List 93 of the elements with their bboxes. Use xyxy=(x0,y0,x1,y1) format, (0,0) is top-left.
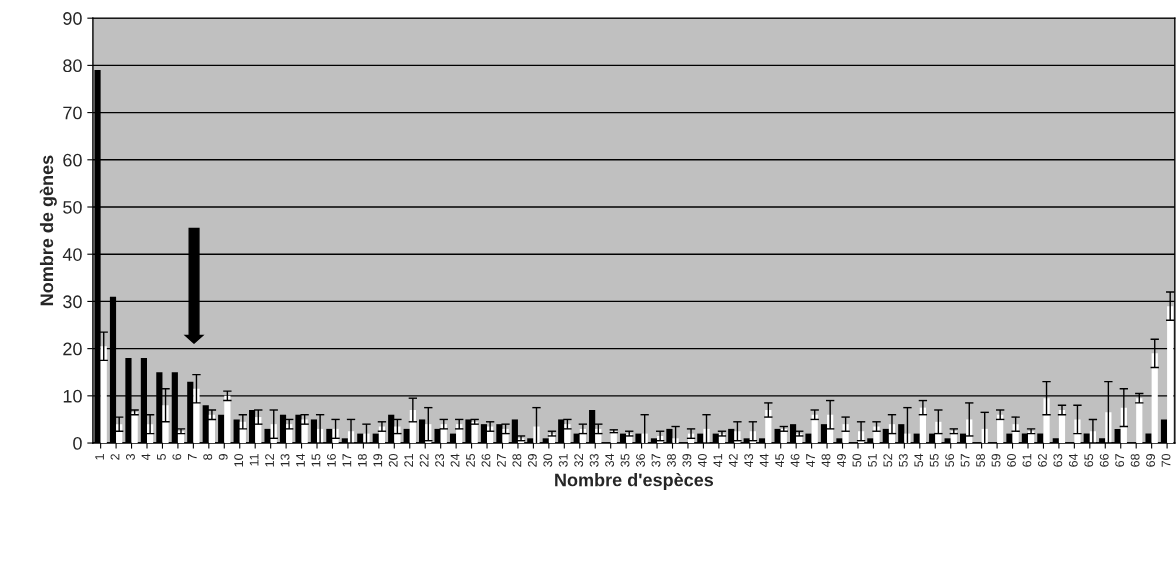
x-tick-label: 26 xyxy=(481,454,491,467)
x-tick-label: 69 xyxy=(1146,454,1155,467)
x-tick-label: 10 xyxy=(234,453,244,467)
bar xyxy=(1167,306,1174,444)
x-tick-label: 57 xyxy=(960,454,970,467)
x-tick-label: 47 xyxy=(806,454,815,468)
x-tick-label: 42 xyxy=(728,454,738,468)
bar xyxy=(162,405,169,444)
x-tick-label: 38 xyxy=(667,454,676,467)
x-tick-label: 1 xyxy=(95,454,104,460)
bar xyxy=(224,395,231,444)
x-tick-label: 65 xyxy=(1084,453,1094,467)
x-tick-label: 49 xyxy=(837,454,846,468)
x-tick-label: 7 xyxy=(188,454,197,460)
x-tick-label: 53 xyxy=(898,454,908,467)
bar xyxy=(1136,398,1143,444)
x-axis-title: Nombre d'espèces xyxy=(555,472,714,490)
x-tick-label: 41 xyxy=(713,454,723,468)
x-tick-label: 2 xyxy=(110,454,120,460)
x-tick-label: 64 xyxy=(1068,453,1078,467)
x-tick-label: 20 xyxy=(388,453,398,467)
x-tick-label: 45 xyxy=(775,453,785,468)
bar xyxy=(1058,410,1066,444)
x-tick-label: 15 xyxy=(311,453,321,467)
x-tick-label: 37 xyxy=(651,454,661,467)
x-tick-label: 22 xyxy=(419,454,429,467)
bar xyxy=(131,412,138,444)
x-tick-label: 8 xyxy=(203,454,213,460)
x-tick-label: 58 xyxy=(976,454,985,467)
x-tick-label: 9 xyxy=(218,454,228,460)
x-tick-label: 36 xyxy=(636,454,645,467)
x-tick-label: 66 xyxy=(1099,454,1109,467)
x-tick-label: 17 xyxy=(342,454,352,467)
x-tick-label: 18 xyxy=(357,454,367,467)
x-tick-label: 40 xyxy=(697,453,707,468)
x-tick-label: 11 xyxy=(249,454,259,466)
x-tick-label: 46 xyxy=(790,454,800,468)
x-tick-label: 51 xyxy=(868,454,877,467)
x-tick-label: 3 xyxy=(126,454,135,460)
x-tick-label: 29 xyxy=(527,454,537,467)
x-tick-label: 4 xyxy=(141,453,151,461)
y-tick-label: 30 xyxy=(63,295,82,309)
x-tick-label: 13 xyxy=(280,454,290,467)
x-tick-label: 52 xyxy=(883,454,893,467)
x-tick-label: 30 xyxy=(543,453,553,467)
y-tick-label: 90 xyxy=(63,12,82,25)
x-tick-label: 16 xyxy=(326,454,336,467)
x-tick-label: 48 xyxy=(821,454,831,468)
y-tick-label: 50 xyxy=(63,200,82,214)
x-tick-label: 32 xyxy=(574,454,584,467)
x-tick-label: 61 xyxy=(1022,454,1032,467)
y-tick-label: 0 xyxy=(73,436,82,450)
y-tick-label: 60 xyxy=(63,153,82,167)
x-tick-label: 19 xyxy=(373,454,383,467)
x-tick-label: 60 xyxy=(1007,453,1016,467)
bar xyxy=(811,414,818,444)
x-tick-label: 12 xyxy=(265,454,274,467)
x-tick-label: 68 xyxy=(1130,454,1140,467)
x-tick-label: 39 xyxy=(682,454,692,467)
bar xyxy=(193,388,200,444)
x-tick-label: 56 xyxy=(945,454,955,467)
x-tick-label: 31 xyxy=(558,454,568,467)
x-tick-label: 34 xyxy=(605,453,615,467)
x-tick-label: 50 xyxy=(852,453,862,467)
x-tick-label: 54 xyxy=(914,453,924,467)
y-axis-title: Nombre de gènes xyxy=(39,155,57,306)
x-tick-label: 14 xyxy=(296,453,305,467)
x-tick-label: 67 xyxy=(1115,454,1125,467)
x-tick-label: 21 xyxy=(404,454,413,467)
y-tick-label: 10 xyxy=(63,389,82,403)
x-tick-label: 63 xyxy=(1053,454,1063,467)
bar xyxy=(1043,398,1050,444)
y-tick-label: 20 xyxy=(63,342,82,356)
bar xyxy=(100,346,107,444)
x-tick-label: 33 xyxy=(589,454,599,467)
x-tick-label: 5 xyxy=(157,453,166,460)
x-tick-label: 35 xyxy=(620,453,630,467)
x-tick-label: 55 xyxy=(929,453,939,467)
x-tick-label: 24 xyxy=(450,453,460,467)
x-tick-label: 6 xyxy=(172,454,182,460)
x-tick-label: 27 xyxy=(496,454,506,467)
y-tick-label: 40 xyxy=(62,248,82,261)
x-tick-label: 28 xyxy=(512,454,522,467)
x-tick-label: 59 xyxy=(991,454,1001,467)
x-tick-label: 44 xyxy=(759,453,769,468)
y-tick-label: 70 xyxy=(63,106,82,120)
x-tick-label: 62 xyxy=(1037,454,1047,467)
x-tick-label: 25 xyxy=(466,453,475,467)
bar xyxy=(1151,353,1158,444)
x-tick-label: 43 xyxy=(744,454,754,468)
x-tick-label: 70 xyxy=(1161,453,1171,467)
x-tick-label: 23 xyxy=(435,454,445,467)
y-tick-label: 80 xyxy=(63,59,82,73)
